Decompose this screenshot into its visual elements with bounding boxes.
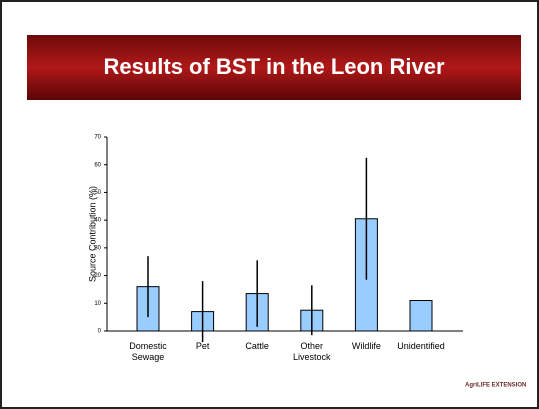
y-tick-label: 30 xyxy=(94,245,101,251)
logo: AgriLIFE EXTENSION xyxy=(465,383,526,389)
x-tick-label: Cattle xyxy=(245,341,269,351)
y-tick-label: 0 xyxy=(98,329,102,335)
y-tick-label: 50 xyxy=(94,190,101,196)
x-tick-label: Pet xyxy=(195,341,210,351)
x-tick-label: Domestic Sewage xyxy=(129,341,167,362)
x-tick-label: Unidentified xyxy=(397,341,445,351)
slide-title: Results of BST in the Leon River xyxy=(103,54,444,79)
bar xyxy=(409,300,433,332)
x-tick-label: Other Livestock xyxy=(293,341,331,362)
title-banner xyxy=(27,35,521,100)
y-tick-label: 10 xyxy=(94,301,101,307)
x-tick-label: Wildlife xyxy=(351,341,381,351)
y-tick-label: 60 xyxy=(94,162,101,168)
y-axis-label: Source Contribution (%) xyxy=(87,186,97,282)
y-tick-label: 20 xyxy=(94,273,101,279)
y-tick-label: 70 xyxy=(94,135,101,141)
y-tick-label: 40 xyxy=(94,218,101,224)
